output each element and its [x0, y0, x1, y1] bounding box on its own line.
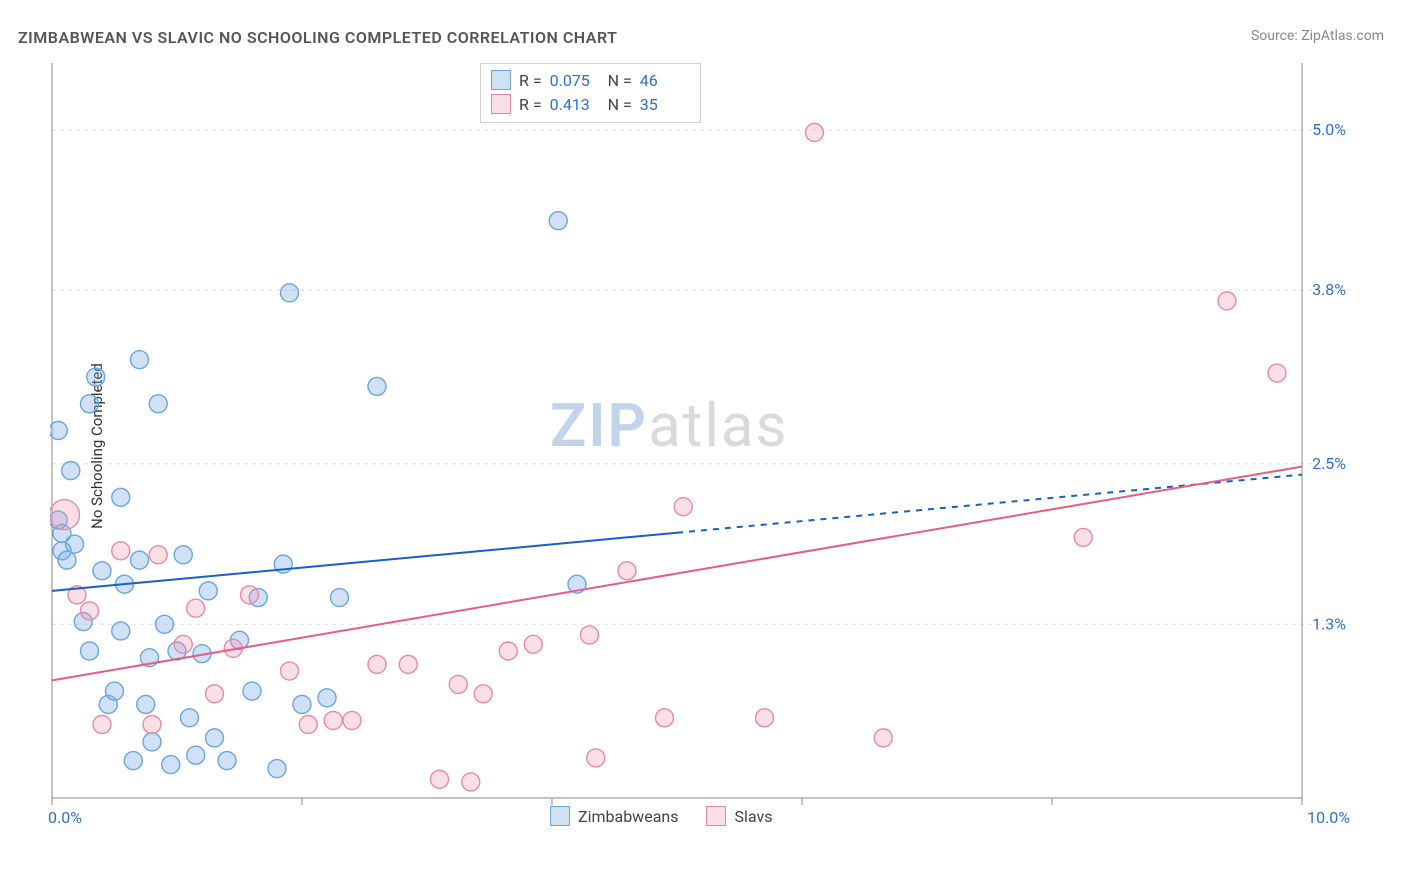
chart-container: ZIMBABWEAN VS SLAVIC NO SCHOOLING COMPLE…	[0, 0, 1406, 892]
svg-text:2.5%: 2.5%	[1312, 454, 1346, 473]
svg-text:1.3%: 1.3%	[1312, 614, 1346, 633]
plot-area: 1.3%2.5%3.8%5.0% ZIPatlas R = 0.075 N = …	[50, 60, 1350, 830]
r-value: 0.075	[550, 71, 600, 90]
x-max-label: 10.0%	[1307, 808, 1350, 827]
n-value: 46	[640, 71, 690, 90]
stats-row: R = 0.413 N = 35	[491, 92, 690, 116]
source-label: Source: ZipAtlas.com	[1251, 28, 1384, 44]
swatch-icon	[706, 806, 726, 826]
x-min-label: 0.0%	[48, 808, 82, 827]
stats-box: R = 0.075 N = 46 R = 0.413 N = 35	[480, 63, 701, 123]
stats-row: R = 0.075 N = 46	[491, 68, 690, 92]
legend-item: Zimbabweans	[550, 806, 678, 826]
bottom-legend: Zimbabweans Slavs	[550, 806, 772, 826]
r-label: R =	[519, 71, 542, 90]
swatch-icon	[491, 94, 511, 114]
swatch-icon	[491, 70, 511, 90]
swatch-icon	[550, 806, 570, 826]
legend-label: Slavs	[734, 807, 772, 826]
svg-text:5.0%: 5.0%	[1312, 120, 1346, 139]
n-label: N =	[608, 71, 632, 90]
legend-label: Zimbabweans	[578, 807, 678, 826]
chart-title: ZIMBABWEAN VS SLAVIC NO SCHOOLING COMPLE…	[18, 28, 617, 47]
scatter-svg: 1.3% 2.5% 3.8% 5.0%	[50, 60, 1350, 830]
svg-text:3.8%: 3.8%	[1312, 280, 1346, 299]
n-value: 35	[640, 95, 690, 114]
n-label: N =	[608, 95, 632, 114]
r-label: R =	[519, 95, 542, 114]
legend-item: Slavs	[706, 806, 772, 826]
r-value: 0.413	[550, 95, 600, 114]
